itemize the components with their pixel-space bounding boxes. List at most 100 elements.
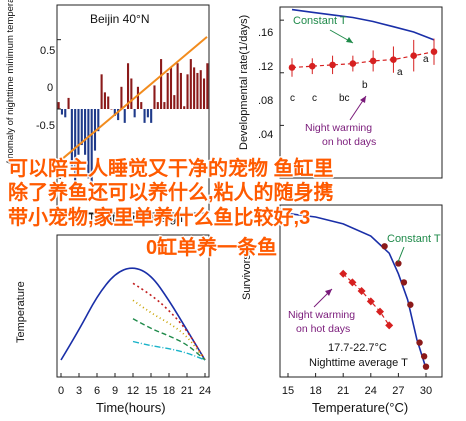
panel-top-right: .16 .12 .08 .04 Developmental rate(1/day…	[238, 6, 443, 179]
point-label: a	[423, 54, 429, 65]
xtick-label: 9	[112, 385, 118, 397]
bar	[117, 109, 120, 121]
bar	[110, 109, 113, 110]
ytick-label: .08	[258, 95, 273, 107]
annotation-arrowhead-night-warming-br	[325, 289, 332, 296]
bar	[146, 109, 149, 118]
data-point	[410, 52, 418, 59]
data-point	[349, 60, 357, 67]
ytick-label: 0.5	[40, 45, 55, 57]
data-point	[400, 279, 408, 286]
point-label: bc	[339, 93, 350, 104]
xtick-label: 21	[337, 385, 349, 397]
data-point	[385, 321, 394, 330]
point-label: c	[312, 93, 317, 104]
constant-t-curve-top-right	[291, 8, 435, 41]
trend-line-top-left	[58, 36, 208, 163]
bar	[173, 95, 176, 109]
bar	[136, 86, 139, 109]
data-point	[288, 64, 296, 71]
ytick-label: .04	[258, 129, 273, 141]
annotation-range-bottom-right: 17.7-22.7°C	[328, 342, 387, 354]
xtick-label: 21	[181, 385, 193, 397]
bar	[70, 109, 73, 168]
data-point	[416, 339, 423, 346]
annotation-constant-t-top-right: Constant T	[293, 15, 347, 27]
bar	[84, 109, 87, 155]
xtick-label: 15	[145, 385, 157, 397]
bar	[153, 85, 156, 109]
point-label: b	[362, 80, 368, 91]
data-point	[395, 260, 402, 267]
xtick-label: 3	[76, 385, 82, 397]
bar	[77, 109, 80, 155]
bar	[130, 78, 133, 109]
bar	[196, 72, 199, 109]
bar	[156, 102, 159, 109]
annotation-nighttime-average-bottom-right: Nighttime average T	[309, 357, 408, 369]
xtick-label: 27	[392, 385, 404, 397]
bar	[150, 109, 153, 123]
data-point	[376, 307, 384, 316]
data-point	[366, 297, 375, 306]
data-point	[430, 48, 438, 56]
data-point	[369, 57, 377, 65]
plot-frame-top-right	[279, 6, 443, 179]
data-point	[381, 243, 388, 250]
ytick-labels-top-right: .16 .12 .08 .04	[258, 27, 273, 141]
bar	[186, 74, 189, 109]
treatment-line	[132, 318, 206, 361]
observed-line	[291, 51, 435, 69]
annotation-night-warming-bottom-right-line2: on hot days	[296, 323, 350, 335]
plot-frame-bottom-right	[279, 204, 443, 378]
data-point	[339, 269, 348, 278]
xlabel-bottom-right: Temperature(°C)	[312, 400, 408, 415]
panel-top-left: Beijin 40°N 0.5 0 -0.5 Anomaly of nightt…	[5, 0, 210, 214]
data-point	[407, 301, 414, 308]
xtick-labels-bottom-left: 0 3 6 9 12 15 18 21 24	[58, 373, 211, 397]
bar	[199, 70, 202, 109]
data-point	[329, 61, 336, 69]
xtick-label: 24	[365, 385, 377, 397]
ylabel-top-left: Anomaly of nighttime minimum temperature…	[5, 0, 16, 165]
line-group-bottom-left	[60, 267, 206, 361]
xlabel-bottom-left: Time(hours)	[96, 400, 166, 415]
chart-title-top-left: Beijin 40°N	[90, 12, 150, 26]
data-point	[422, 363, 430, 370]
bar	[57, 102, 60, 109]
bar	[126, 63, 130, 109]
observed-series-top-right: c c bc b a a	[280, 19, 438, 179]
bar	[67, 97, 70, 109]
point-label: c	[290, 93, 295, 104]
data-point	[357, 287, 366, 295]
bar	[166, 72, 169, 109]
ytick-label: -0.5	[36, 120, 55, 132]
ytick-label: .12	[258, 61, 273, 73]
chart-title-bottom-left: Treatment Design	[88, 211, 183, 225]
constant-t-curve-bottom-right	[287, 212, 427, 369]
annotation-arrowhead-constant-t	[346, 37, 353, 43]
bar	[113, 109, 116, 116]
bar	[140, 102, 143, 109]
ytick-label: .16	[258, 27, 273, 39]
treatment-line	[132, 282, 206, 361]
data-point	[308, 62, 316, 70]
plot-frame-bottom-left	[56, 234, 210, 378]
ylabel-bottom-left: Temperature	[15, 281, 27, 343]
data-point	[348, 278, 357, 287]
annotation-night-warming-top-right-line1: Night warming	[305, 122, 372, 134]
bar	[107, 96, 110, 109]
xtick-label: 24	[199, 385, 211, 397]
bar	[93, 109, 97, 151]
bar	[90, 109, 93, 186]
bar	[64, 109, 67, 118]
ytick-label: 0	[47, 82, 53, 94]
annotation-arrow-constant-t-br	[397, 246, 405, 263]
xtick-label: 30	[420, 385, 432, 397]
annotation-night-warming-top-right-line2: on hot days	[322, 136, 376, 148]
bar-group-top-left	[57, 39, 209, 193]
bar	[97, 109, 100, 132]
bar	[120, 86, 123, 109]
point-label: a	[397, 67, 403, 78]
